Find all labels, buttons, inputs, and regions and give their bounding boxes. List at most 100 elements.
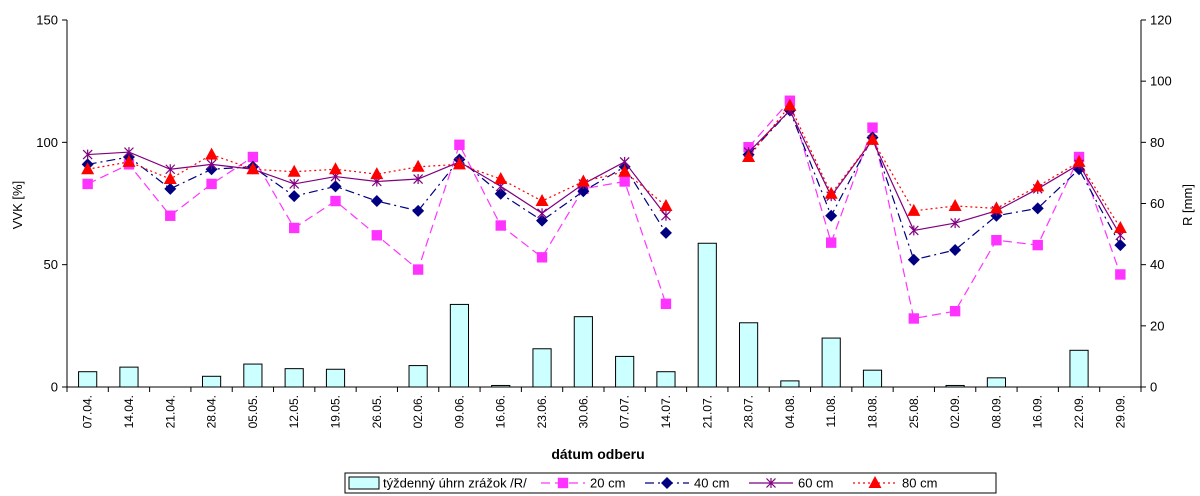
x-tick-label: 26.05. xyxy=(370,395,384,428)
series-80-cm xyxy=(81,98,1127,233)
precipitation-bar xyxy=(573,316,593,388)
marker-triangle xyxy=(824,186,838,199)
marker-diamond xyxy=(907,253,920,266)
legend-label: 80 cm xyxy=(902,476,937,491)
marker-square xyxy=(557,477,569,489)
x-tick-label: 02.09. xyxy=(948,395,962,428)
x-tick-label: 25.08. xyxy=(907,395,921,428)
precipitation-bar xyxy=(656,371,676,388)
x-tick-label: 21.07. xyxy=(700,395,714,428)
bars-layer xyxy=(78,242,1089,388)
x-tick-label: 16.09. xyxy=(1031,395,1045,428)
marker-star xyxy=(82,149,93,160)
marker-triangle xyxy=(868,476,882,488)
legend-label: 40 cm xyxy=(694,476,729,491)
marker-square xyxy=(165,210,176,221)
marker-diamond xyxy=(412,204,425,217)
marker-square xyxy=(206,178,217,190)
precipitation-bar xyxy=(408,365,428,388)
marker-diamond xyxy=(659,226,672,239)
x-tick-label: 08.09. xyxy=(989,395,1003,428)
legend-label: 20 cm xyxy=(590,476,625,491)
marker-square xyxy=(867,122,878,133)
marker-square xyxy=(82,178,93,190)
x-tick-label: 18.08. xyxy=(866,395,880,428)
marker-star xyxy=(537,208,547,219)
marker-triangle xyxy=(329,162,342,175)
marker-square xyxy=(454,139,465,150)
legend-label: 60 cm xyxy=(798,476,833,491)
marker-diamond xyxy=(577,185,590,198)
marker-triangle xyxy=(659,198,673,211)
marker-triangle xyxy=(163,172,177,185)
marker-diamond xyxy=(1114,239,1127,252)
precipitation-bar xyxy=(615,355,635,388)
marker-triangle xyxy=(618,164,632,177)
marker-square xyxy=(1032,239,1043,251)
marker-star xyxy=(206,159,217,170)
lines-layer xyxy=(81,95,1127,324)
marker-diamond xyxy=(494,187,507,200)
marker-triangle xyxy=(1113,220,1127,233)
precipitation-bar xyxy=(119,366,139,388)
precipitation-bar xyxy=(986,377,1007,388)
x-tick-label: 05.05. xyxy=(246,395,260,428)
marker-star xyxy=(766,478,776,488)
precipitation-bar xyxy=(325,368,346,388)
x-tick-label: 12.05. xyxy=(287,395,301,428)
x-tick-label: 19.05. xyxy=(329,395,343,428)
marker-square xyxy=(247,151,259,163)
y-left-tick-label: 0 xyxy=(51,380,58,395)
series-line xyxy=(748,109,1121,261)
precipitation-bar xyxy=(532,348,552,388)
marker-square xyxy=(371,230,383,241)
y-left-tick-label: 100 xyxy=(36,135,58,150)
marker-square xyxy=(495,220,506,231)
marker-square xyxy=(412,264,424,275)
marker-triangle xyxy=(246,162,260,175)
series-line xyxy=(748,99,1121,320)
series-line xyxy=(748,104,1121,229)
y-axis-left-label: VVK [%] xyxy=(10,181,25,229)
marker-triangle xyxy=(1031,179,1045,192)
y-right-tick-label: 20 xyxy=(1150,318,1164,333)
y-right-tick-label: 80 xyxy=(1150,135,1164,150)
marker-triangle xyxy=(494,172,508,185)
marker-triangle xyxy=(948,198,962,211)
series-line xyxy=(748,109,1121,236)
x-tick-label: 29.09. xyxy=(1113,395,1127,428)
marker-diamond xyxy=(164,182,177,195)
legend-label: týždenný úhrn zrážok /R/ xyxy=(383,476,527,491)
x-tick-label: 23.06. xyxy=(535,395,549,428)
y-axis-right-label: R [mm] xyxy=(1180,184,1195,226)
marker-triangle xyxy=(535,194,549,207)
marker-square xyxy=(288,222,300,234)
x-tick-label: 14.07. xyxy=(659,395,673,428)
marker-star xyxy=(661,210,671,221)
x-tick-label: 07.04. xyxy=(81,395,95,428)
marker-diamond xyxy=(370,195,383,208)
y-right-tick-label: 40 xyxy=(1150,257,1164,272)
marker-star xyxy=(413,174,424,185)
marker-triangle xyxy=(576,174,590,187)
marker-square xyxy=(991,235,1002,246)
precipitation-bar xyxy=(821,337,841,388)
marker-triangle xyxy=(452,157,466,170)
marker-triangle xyxy=(742,150,756,163)
precipitation-bar xyxy=(78,371,98,388)
x-tick-label: 09.06. xyxy=(452,395,466,428)
marker-triangle xyxy=(866,132,879,145)
marker-star xyxy=(289,178,300,189)
legend-swatch-bar xyxy=(348,476,380,490)
marker-diamond xyxy=(536,214,549,227)
y-right-tick-label: 60 xyxy=(1150,196,1164,211)
axes-layer: 0 50 100 150 0 20 40 60 80 100 120 07.04. 14.04. 21.0… xyxy=(36,13,1171,429)
precipitation-bar xyxy=(738,322,759,388)
marker-triangle xyxy=(907,203,921,216)
x-tick-label: 22.09. xyxy=(1072,395,1086,428)
x-tick-label: 14.04. xyxy=(122,395,136,428)
marker-triangle xyxy=(205,147,219,160)
marker-diamond xyxy=(825,209,838,222)
marker-square xyxy=(330,195,341,207)
precipitation-bar xyxy=(284,368,304,388)
